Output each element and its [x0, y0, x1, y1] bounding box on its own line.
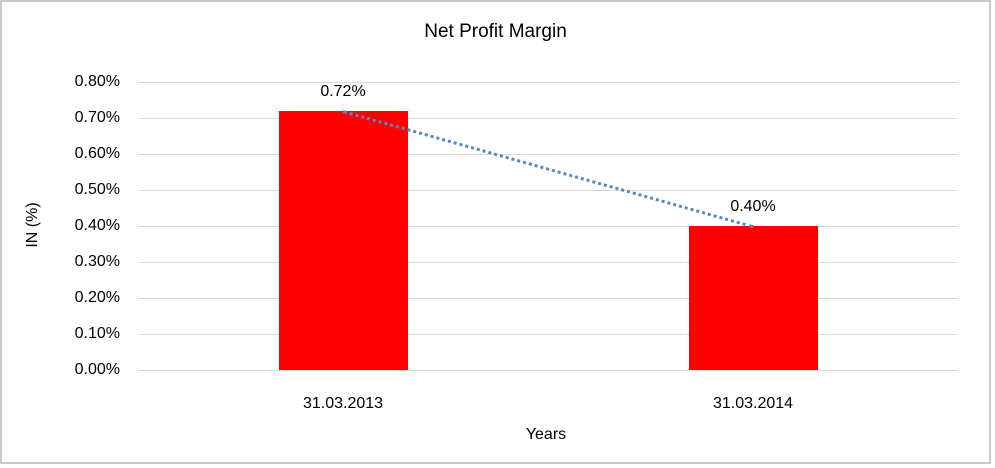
gridline [138, 190, 958, 191]
y-tick-label: 0.30% [74, 253, 120, 270]
gridline [138, 262, 958, 263]
y-tick-label: 0.50% [74, 181, 120, 198]
gridline [138, 82, 958, 83]
gridline [138, 118, 958, 119]
gridline [138, 154, 958, 155]
gridline [138, 226, 958, 227]
bar [689, 226, 818, 370]
x-tick-label: 31.03.2013 [302, 395, 384, 412]
bar [279, 111, 408, 370]
gridline [138, 370, 958, 371]
gridline [138, 334, 958, 335]
y-tick-label: 0.70% [74, 109, 120, 126]
y-tick-label: 0.10% [74, 325, 120, 342]
plot-area: 0.00% 0.10% 0.20% 0.30% 0.40% 0.50% 0.60% 0.70%… [2, 2, 989, 462]
gridline [138, 298, 958, 299]
y-tick-label: 0.80% [74, 73, 120, 90]
x-axis-title: Years [525, 426, 567, 443]
y-tick-label: 0.00% [74, 361, 120, 378]
chart-title: Net Profit Margin [424, 21, 567, 42]
y-tick-label: 0.20% [74, 289, 120, 306]
bar-value-label: 0.40% [730, 198, 776, 215]
bar-value-label: 0.72% [320, 83, 366, 100]
y-tick-label: 0.40% [74, 217, 120, 234]
y-tick-label: 0.60% [74, 145, 120, 162]
x-tick-label: 31.03.2014 [712, 395, 794, 412]
